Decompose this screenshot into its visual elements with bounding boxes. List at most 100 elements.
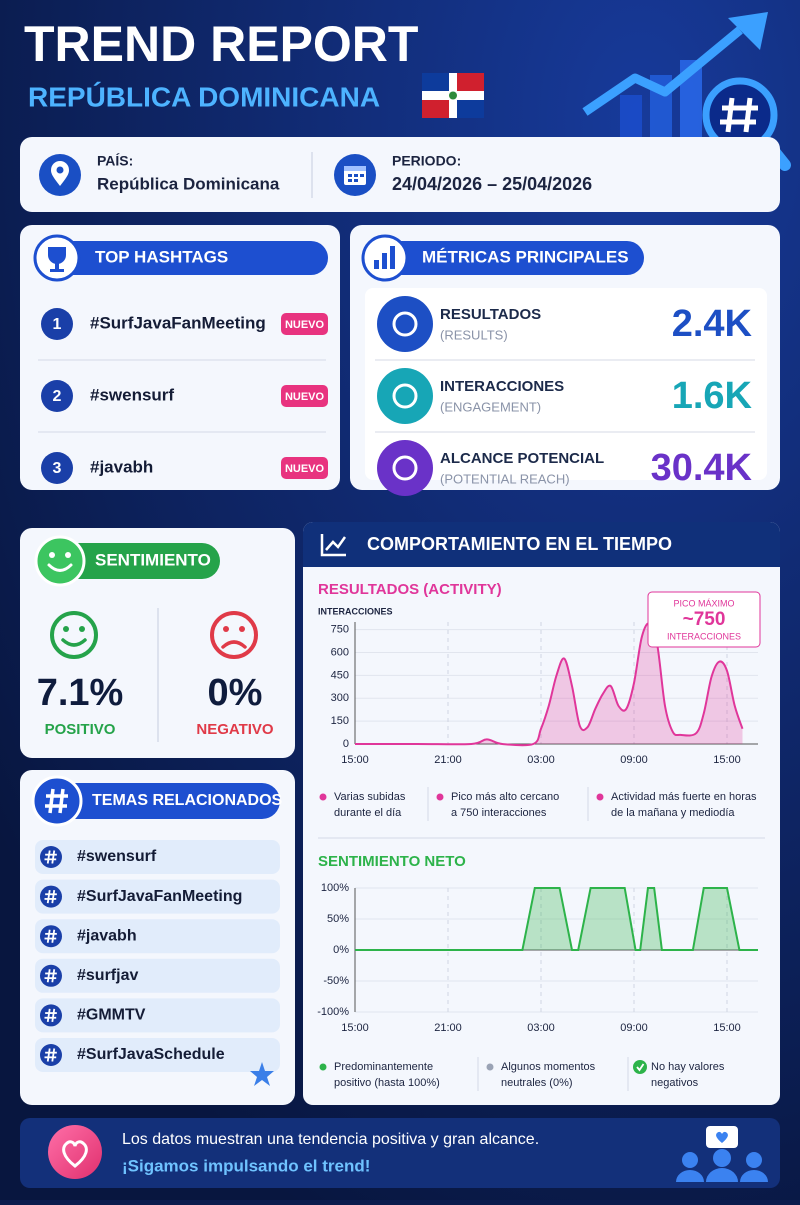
- section-title: TOP HASHTAGS: [95, 247, 228, 266]
- x-tick-label: 15:00: [341, 754, 369, 766]
- note-bullet: [486, 1063, 494, 1071]
- metric-value: 30.4K: [651, 447, 753, 489]
- section-header: [35, 783, 280, 819]
- calendar-icon: [334, 154, 376, 196]
- location-icon: [39, 154, 81, 196]
- note: No hay valores: [651, 1061, 725, 1073]
- y-tick-label: -50%: [323, 975, 349, 987]
- hash-icon: [31, 775, 83, 827]
- note: Varias subidas: [334, 791, 406, 803]
- section-header: [362, 241, 644, 275]
- y-tick-label: 750: [331, 624, 349, 636]
- hash-stroke: [46, 1008, 51, 1023]
- new-label: NUEVO: [285, 463, 325, 475]
- rank: 3: [53, 460, 62, 477]
- negative-label: NEGATIVO: [196, 721, 274, 738]
- metric-label: INTERACCIONES: [440, 378, 564, 395]
- info-card: [20, 137, 780, 212]
- topic-pill: [35, 879, 280, 914]
- hash-stroke: [46, 929, 51, 943]
- hash-stroke: [51, 969, 56, 983]
- hashtag: #javabh: [90, 457, 153, 476]
- note: positivo (hasta 100%): [334, 1077, 440, 1089]
- topic-pill: [35, 1038, 280, 1072]
- title: TREND REPORT: [24, 16, 418, 72]
- note: negativos: [651, 1077, 699, 1089]
- area: [355, 623, 743, 746]
- topic: #GMMTV: [77, 1007, 146, 1024]
- note-bullet: [319, 793, 327, 801]
- country: República Dominicana: [97, 174, 280, 193]
- rank-badge: [41, 308, 73, 340]
- trophy-icon: [33, 234, 81, 282]
- topic-icon: [40, 1004, 62, 1027]
- metric-sublabel: (ENGAGEMENT): [440, 399, 541, 414]
- topic-pill: [35, 919, 280, 954]
- rank-badge: [41, 452, 73, 484]
- rank: 2: [53, 388, 62, 405]
- new-badge: [281, 457, 328, 479]
- section-header: [35, 241, 328, 275]
- positive-value: 7.1%: [37, 672, 124, 714]
- charts: RESULTADOS (ACTIVITY) INTERACCIONES 0 150 30…: [317, 581, 761, 1091]
- check: [636, 1063, 645, 1072]
- metric-icon: [377, 440, 433, 496]
- annotation: INTERACCIONES: [667, 631, 741, 641]
- metric-sublabel: (POTENTIAL REACH): [440, 471, 570, 486]
- hash-stroke: [51, 1008, 56, 1023]
- x-tick-label: 15:00: [341, 1022, 369, 1034]
- hash-stroke: [46, 969, 51, 983]
- new-label: NUEVO: [285, 319, 325, 331]
- topic: #SurfJavaSchedule: [77, 1046, 225, 1063]
- x-tick-label: 21:00: [434, 754, 462, 766]
- topic-icon: [40, 925, 62, 948]
- metric-value: 1.6K: [672, 375, 753, 417]
- hash-stroke: [51, 850, 56, 864]
- line: [355, 887, 758, 951]
- note: de la mañana y mediodía: [611, 807, 735, 819]
- hashtag: #SurfJavaFanMeeting: [90, 313, 266, 332]
- period: 24/04/2026 – 25/04/2026: [392, 174, 592, 194]
- hashtag: #swensurf: [90, 385, 174, 404]
- x-tick-label: 15:00: [713, 1022, 741, 1034]
- y-tick-label: 100%: [321, 882, 349, 894]
- footer-line: ¡Sigamos impulsando el trend!: [122, 1156, 370, 1175]
- section-header: [303, 522, 780, 567]
- section-title: TEMAS RELACIONADOS: [92, 792, 283, 809]
- positive-face: [50, 611, 98, 659]
- annotation: ~750: [683, 609, 726, 630]
- people-icon: [676, 1126, 768, 1182]
- topic: #surfjav: [77, 967, 138, 984]
- metric-value: 2.4K: [672, 303, 753, 345]
- subtitle: REPÚBLICA DOMINICANA: [28, 81, 380, 112]
- note: Algunos momentos: [501, 1061, 596, 1073]
- topic: #javabh: [77, 927, 137, 944]
- bars-icon: [361, 234, 409, 282]
- metric-list: RESULTADOS (RESULTS) 2.4K INTERACCIONES (ENG…: [375, 296, 755, 496]
- hash-stroke: [46, 850, 51, 864]
- y-tick-label: 600: [331, 646, 349, 658]
- note: neutrales (0%): [501, 1077, 573, 1089]
- hash-stroke: [46, 1048, 51, 1062]
- hashtags-card: [20, 225, 340, 490]
- metric-label: RESULTADOS: [440, 306, 541, 323]
- note-bullet: [633, 1060, 647, 1074]
- rank-badge: [41, 380, 73, 412]
- chart-title: RESULTADOS (ACTIVITY): [318, 581, 502, 598]
- topic-pill: [35, 958, 280, 993]
- topic-icon: [40, 885, 62, 908]
- hash-stroke: [51, 1048, 56, 1062]
- section-title: COMPORTAMIENTO EN EL TIEMPO: [367, 534, 672, 554]
- footer-line: Los datos muestran una tendencia positiv…: [122, 1131, 539, 1148]
- y-tick-label: 450: [331, 669, 349, 681]
- related-list: #swensurf #SurfJavaFanMeeting #javabh #surf…: [35, 840, 280, 1072]
- metric-label: ALCANCE POTENCIAL: [440, 450, 604, 467]
- y-tick-label: 300: [331, 692, 349, 704]
- hash-stroke: [51, 929, 56, 943]
- hash-stroke: [51, 889, 56, 904]
- annotation-box: [647, 591, 761, 648]
- y-tick-label: 0%: [333, 944, 349, 956]
- star: [250, 1062, 274, 1086]
